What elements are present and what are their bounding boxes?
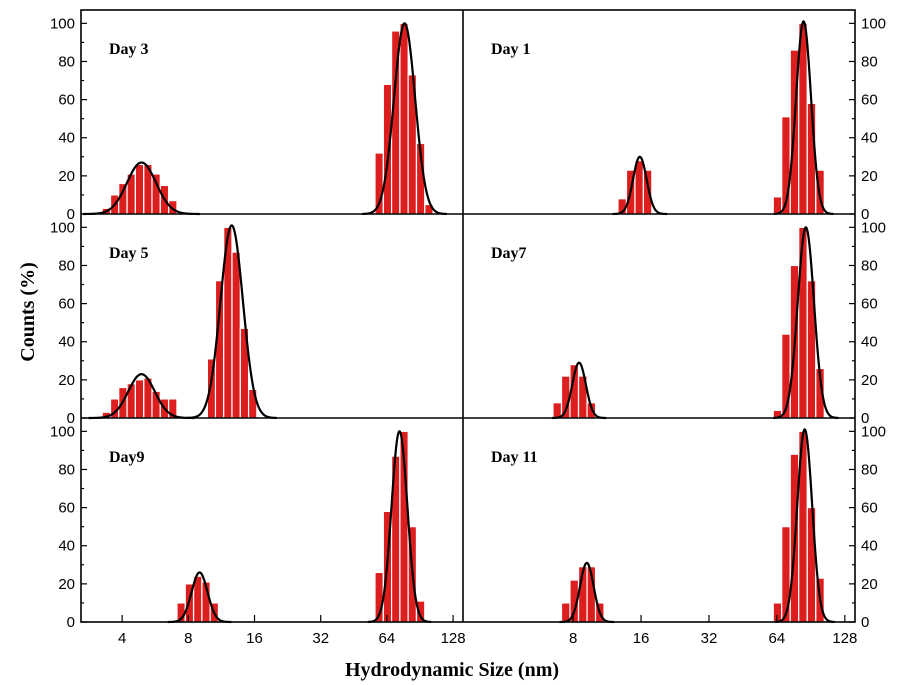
histogram-bar (135, 380, 143, 418)
x-tick-label: 32 (312, 630, 329, 647)
panel-day7: Day7 (491, 227, 838, 418)
y-tick-label: 80 (58, 53, 75, 70)
panel-label: Day 1 (491, 41, 531, 58)
histogram-bar (207, 359, 215, 418)
y-tick-label: 20 (58, 168, 75, 185)
y-tick-label: 20 (861, 372, 878, 389)
panel-label: Day 3 (109, 41, 149, 58)
x-tick-label: 8 (569, 630, 577, 647)
x-tick-label: 8 (184, 630, 192, 647)
y-tick-label: 20 (861, 576, 878, 593)
x-tick-label: 4 (118, 630, 126, 647)
panel-day-1: Day 1 (491, 21, 833, 214)
y-tick-label: 40 (58, 334, 75, 351)
panel-day-3: Day 3 (83, 23, 447, 214)
y-axis-title: Counts (%) (17, 262, 39, 361)
y-tick-label: 80 (58, 257, 75, 274)
y-tick-label: 40 (861, 334, 878, 351)
y-tick-label: 80 (861, 257, 878, 274)
x-tick-label: 128 (832, 630, 857, 647)
y-tick-label: 60 (861, 500, 878, 517)
y-tick-label: 100 (861, 423, 886, 440)
y-tick-label: 60 (861, 296, 878, 313)
y-tick-label: 40 (58, 130, 75, 147)
panel-day-11: Day 11 (491, 429, 835, 622)
x-tick-label: 16 (633, 630, 650, 647)
panel-label: Day 5 (109, 245, 149, 262)
histogram-bar (782, 527, 790, 622)
y-tick-label: 0 (67, 614, 75, 631)
y-tick-label: 20 (58, 576, 75, 593)
y-tick-label: 40 (861, 538, 878, 555)
y-tick-label: 40 (861, 130, 878, 147)
panel-label: Day 11 (491, 449, 538, 466)
y-tick-label: 60 (58, 92, 75, 109)
y-tick-label: 20 (861, 168, 878, 185)
x-tick-label: 32 (701, 630, 718, 647)
y-tick-label: 80 (861, 53, 878, 70)
x-tick-label: 64 (379, 630, 396, 647)
y-tick-label: 60 (58, 500, 75, 517)
x-tick-label: 64 (769, 630, 786, 647)
y-tick-label: 80 (58, 461, 75, 478)
x-axis-title: Hydrodynamic Size (nm) (345, 659, 559, 681)
y-tick-label: 20 (58, 372, 75, 389)
x-tick-label: 128 (441, 630, 466, 647)
x-tick-label: 16 (246, 630, 263, 647)
y-tick-label: 100 (861, 219, 886, 236)
y-tick-label: 60 (58, 296, 75, 313)
y-tick-label: 40 (58, 538, 75, 555)
panel-day-5: Day 5 (89, 225, 277, 418)
panel-label: Day7 (491, 245, 527, 262)
y-tick-label: 100 (50, 219, 75, 236)
histogram-bar (383, 84, 391, 214)
panel-day9: Day9 (109, 431, 431, 622)
y-tick-label: 100 (50, 15, 75, 32)
y-tick-label: 100 (861, 15, 886, 32)
histogram-bar (643, 170, 651, 214)
histogram-bar (152, 174, 160, 214)
y-tick-label: 100 (50, 423, 75, 440)
histogram-bar (773, 603, 781, 622)
panels-layer: Day 3 Day 1 Day 5 Day7 Day9 Day 11 0 0 20 20 40 40 6… (50, 10, 886, 647)
frame (81, 10, 855, 622)
y-tick-label: 0 (861, 614, 869, 631)
y-tick-label: 80 (861, 461, 878, 478)
histogram-bar (135, 164, 143, 214)
plot-border (81, 10, 855, 622)
y-tick-label: 60 (861, 92, 878, 109)
histogram-bar (799, 227, 807, 418)
x-axis-ticks: 4 8 16 32 64 128 8 16 32 64 128 (118, 615, 857, 647)
histogram-bar (400, 23, 408, 214)
histogram-bar (232, 252, 240, 418)
panel-label: Day9 (109, 449, 145, 466)
